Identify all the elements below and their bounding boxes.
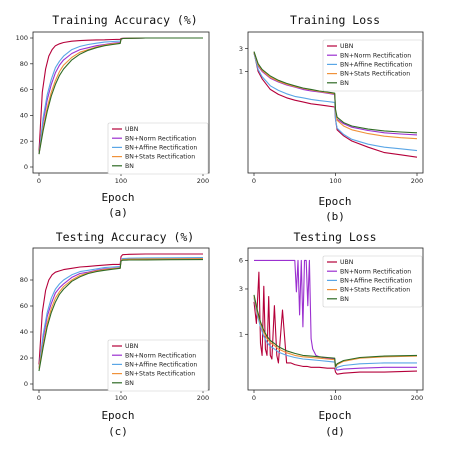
legend-entry: BN+Affine Rectification — [340, 62, 412, 69]
series-line-ubn — [253, 271, 418, 375]
x-tick-label: 200 — [197, 177, 209, 185]
series-line-ubn — [38, 253, 203, 365]
y-tick-label: 40 — [20, 112, 28, 120]
legend-entry: BN+Stats Rectification — [125, 154, 195, 161]
legend-frame — [322, 255, 423, 308]
legend-entry: BN+Norm Rectification — [340, 268, 411, 275]
panel-caption: (d) — [325, 425, 345, 438]
legend-entry: BN+Affine Rectification — [125, 145, 197, 152]
chart-title: Testing Accuracy (%) — [56, 230, 194, 244]
series-line-bn-stats-rectification — [253, 296, 418, 368]
panel-caption: (a) — [108, 206, 128, 219]
legend-entry: BN+Norm Rectification — [125, 135, 196, 142]
x-tick-label: 200 — [411, 177, 423, 185]
legend-entry: BN — [340, 80, 349, 87]
x-tick-label: 100 — [115, 177, 127, 185]
legend-frame — [107, 122, 209, 175]
series-group — [253, 259, 418, 375]
y-tick-label: 3 — [239, 285, 243, 293]
y-tick-label: 0 — [24, 163, 28, 171]
legend-frame — [107, 339, 209, 392]
legend-entry: BN — [340, 296, 349, 303]
chart-title: Training Accuracy (%) — [52, 13, 197, 27]
y-tick-label: 80 — [20, 60, 28, 68]
y-tick-label: 6 — [239, 257, 243, 265]
legend: UBN BN+Norm Rectification BN+Affine Rectif… — [107, 339, 209, 392]
x-axis-label: Epoch — [318, 409, 351, 422]
panel-caption: (c) — [108, 425, 128, 438]
series-line-bn-affine-rectification — [253, 53, 418, 152]
panel-caption: (b) — [325, 210, 345, 223]
legend: UBN BN+Norm Rectification BN+Affine Rectif… — [322, 255, 423, 308]
legend-entry: BN — [125, 380, 134, 387]
y-tick-label: 20 — [20, 354, 28, 362]
legend: UBN BN+Norm Rectification BN+Affine Rectif… — [107, 122, 209, 175]
legend-entry: UBN — [125, 126, 139, 133]
legend-entry: BN+Affine Rectification — [340, 278, 412, 285]
y-tick-label: 40 — [20, 328, 28, 336]
series-group — [38, 253, 204, 372]
x-tick-label: 100 — [329, 177, 341, 185]
series-line-bn-affine-rectification — [253, 298, 417, 370]
x-tick-label: 200 — [197, 394, 209, 402]
series-line-bn — [253, 51, 418, 134]
y-tick-label: 100 — [16, 34, 28, 42]
x-tick-label: 200 — [411, 394, 423, 402]
legend-entry: UBN — [340, 259, 354, 266]
series-line-bn — [38, 259, 204, 372]
x-tick-label: 100 — [115, 394, 127, 402]
series-line-bn-stats-rectification — [38, 258, 204, 369]
series-group — [38, 37, 203, 155]
y-tick-label: 20 — [20, 137, 28, 145]
legend-entry: BN+Norm Rectification — [125, 352, 196, 359]
y-tick-label: 0 — [24, 380, 28, 388]
x-axis-label: Epoch — [101, 409, 134, 422]
y-tick-label: 1 — [239, 68, 243, 76]
x-axis-label: Epoch — [101, 191, 134, 204]
series-group — [253, 51, 418, 158]
x-tick-label: 100 — [329, 394, 341, 402]
x-tick-label: 0 — [252, 394, 256, 402]
legend-entry: BN — [125, 163, 134, 170]
chart-title: Training Loss — [290, 13, 380, 27]
x-axis-label: Epoch — [318, 195, 351, 208]
y-tick-label: 60 — [20, 302, 28, 310]
legend-frame — [322, 39, 423, 92]
x-tick-label: 0 — [252, 177, 256, 185]
y-tick-label: 1 — [239, 331, 243, 339]
legend-entry: UBN — [340, 43, 354, 50]
y-tick-label: 60 — [20, 86, 28, 94]
chart-panel-2: Training Loss 0 100 200 1 3 Epoch (b) UBN BN+Norm… — [239, 13, 424, 223]
legend-entry: BN+Affine Rectification — [125, 362, 197, 369]
legend: UBN BN+Norm Rectification BN+Affine Rectif… — [322, 39, 423, 92]
y-tick-label: 3 — [239, 45, 243, 53]
x-tick-label: 0 — [37, 394, 41, 402]
chart-panel-3: Testing Accuracy (%) 0 100 200 0 20 40 60 80 Epoc… — [20, 230, 210, 438]
series-line-bn — [38, 37, 203, 155]
legend-entry: BN+Stats Rectification — [340, 287, 410, 294]
series-line-ubn — [253, 52, 418, 158]
series-line-bn-affine-rectification — [38, 257, 204, 369]
chart-panel-1: Training Accuracy (%) 0 100 200 0 20 40 60 80 100… — [16, 13, 210, 219]
legend-entry: BN+Norm Rectification — [340, 52, 411, 59]
y-tick-label: 80 — [20, 276, 28, 284]
legend-entry: UBN — [125, 343, 139, 350]
legend-entry: BN+Stats Rectification — [125, 371, 195, 378]
series-line-bn — [253, 294, 418, 367]
chart-title: Testing Loss — [293, 230, 376, 244]
chart-panel-4: Testing Loss 0 100 200 1 3 6 Epoch (d) UBN BN+Norm… — [239, 230, 424, 438]
legend-entry: BN+Stats Rectification — [340, 71, 410, 78]
x-tick-label: 0 — [37, 177, 41, 185]
